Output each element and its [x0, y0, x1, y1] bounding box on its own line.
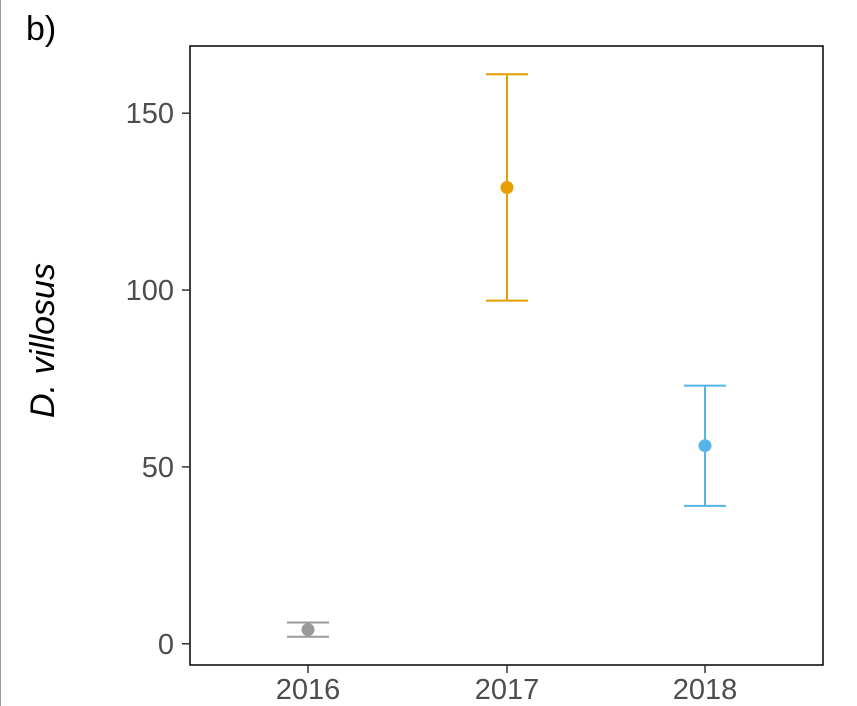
y-tick-label: 100	[126, 275, 174, 307]
data-marks	[287, 73, 726, 638]
y-tick-label: 50	[142, 452, 174, 484]
y-axis: 0 50 100 150	[126, 98, 190, 661]
point-2017	[500, 180, 514, 194]
panel-label: b)	[26, 10, 57, 48]
x-axis: 2016 2017 2018	[276, 665, 738, 706]
x-tick-label: 2018	[673, 674, 738, 706]
point-2016	[301, 623, 315, 637]
y-axis-label: D. villosus	[24, 263, 62, 418]
point-2018	[698, 439, 712, 453]
x-tick-label: 2016	[276, 674, 341, 706]
y-tick-label: 150	[126, 98, 174, 130]
x-tick-label: 2017	[475, 674, 540, 706]
y-tick-label: 0	[158, 629, 174, 661]
